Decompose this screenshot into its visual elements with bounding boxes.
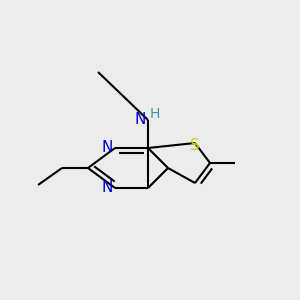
Text: N: N: [102, 181, 113, 196]
Text: N: N: [102, 140, 113, 155]
Text: H: H: [150, 107, 160, 121]
Text: N: N: [135, 112, 146, 128]
Text: S: S: [190, 137, 200, 152]
